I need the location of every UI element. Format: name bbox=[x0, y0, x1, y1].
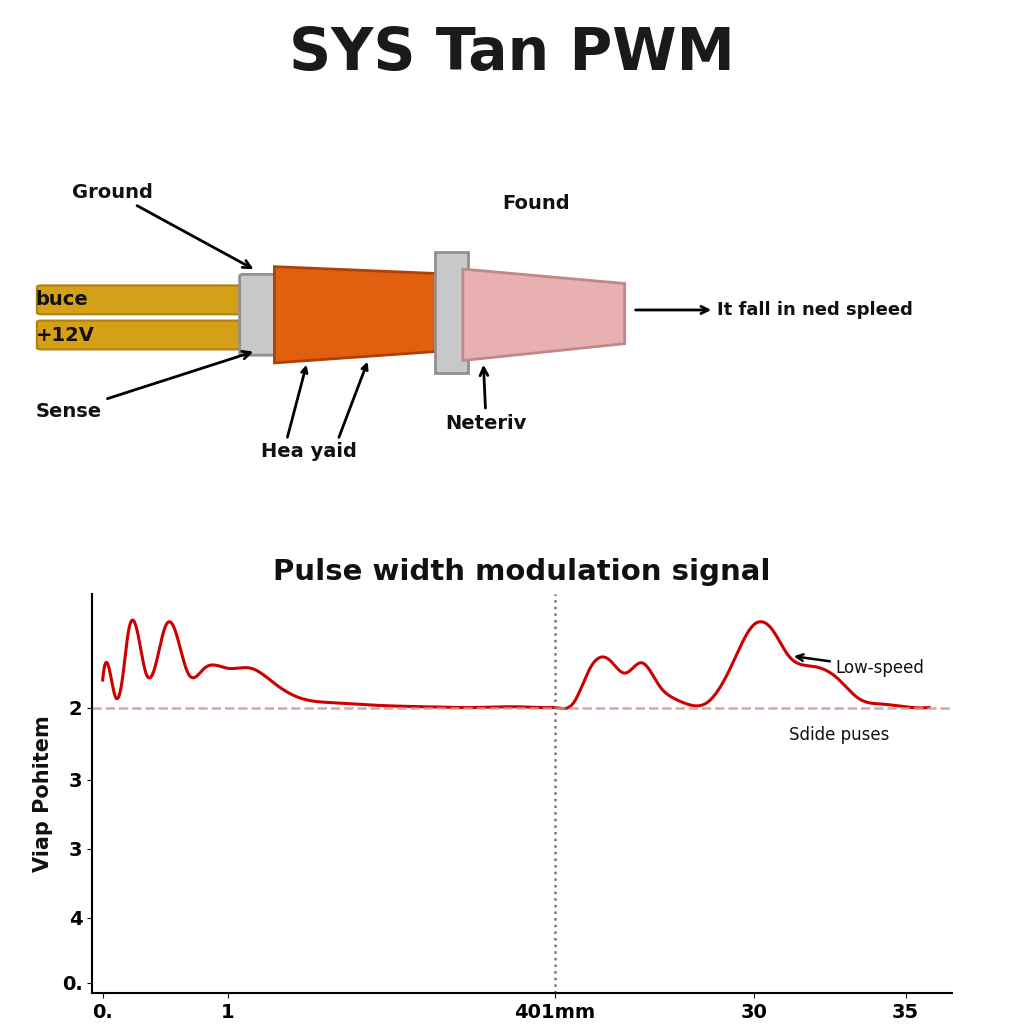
Text: buce: buce bbox=[36, 291, 89, 309]
Text: Ground: Ground bbox=[72, 182, 251, 267]
Text: Sdide puses: Sdide puses bbox=[788, 726, 889, 744]
Title: Pulse width modulation signal: Pulse width modulation signal bbox=[273, 558, 771, 586]
Text: Found: Found bbox=[502, 194, 569, 213]
Y-axis label: Viap Pohitem: Viap Pohitem bbox=[34, 715, 53, 872]
Text: Hea yaid: Hea yaid bbox=[261, 441, 357, 461]
Polygon shape bbox=[463, 269, 625, 360]
Text: Low-speed: Low-speed bbox=[797, 654, 925, 677]
Text: Sense: Sense bbox=[36, 351, 251, 421]
Polygon shape bbox=[274, 266, 445, 362]
Text: SYS Tan PWM: SYS Tan PWM bbox=[289, 26, 735, 82]
FancyBboxPatch shape bbox=[240, 274, 287, 355]
FancyBboxPatch shape bbox=[37, 321, 260, 349]
FancyBboxPatch shape bbox=[435, 252, 468, 373]
Text: It fall in ned spleed: It fall in ned spleed bbox=[636, 301, 912, 318]
Text: +12V: +12V bbox=[36, 326, 94, 345]
Text: Neteriv: Neteriv bbox=[445, 368, 526, 432]
FancyBboxPatch shape bbox=[37, 286, 260, 314]
